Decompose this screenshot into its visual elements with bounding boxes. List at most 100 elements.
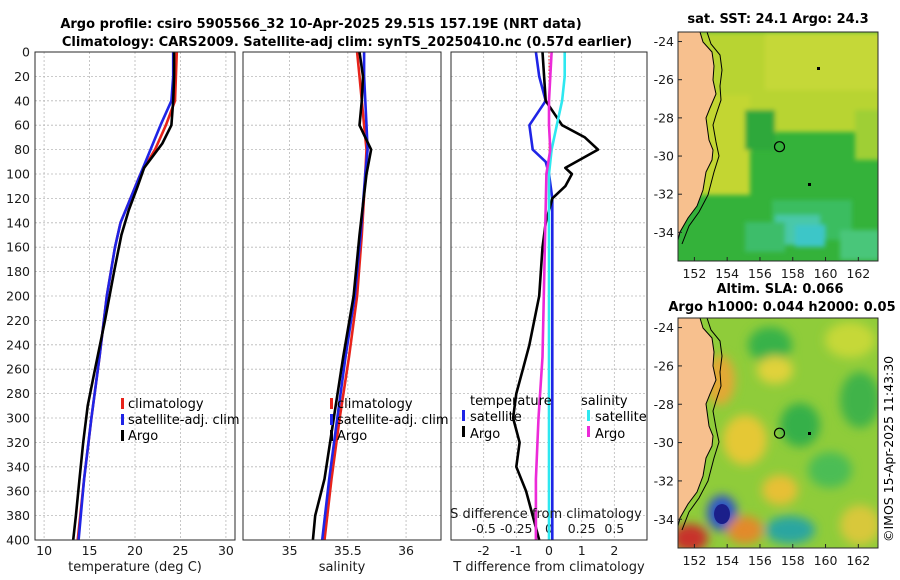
difference-xlabel-salinity: S difference from climatology (450, 507, 642, 522)
series-line-argo (71, 52, 176, 541)
figure-title-line2: Climatology: CARS2009. Satellite-adj cli… (62, 35, 632, 50)
sla-coastline (678, 318, 717, 527)
depth-tick-label: 260 (6, 362, 30, 377)
map-lon-tick-label: 158 (781, 553, 805, 568)
depth-tick-label: 220 (6, 313, 30, 328)
map-lon-tick-label: 158 (781, 266, 805, 281)
map-lat-tick-label: -34 (654, 225, 674, 240)
salinity-diff-tick-label: -0.5 (471, 521, 495, 536)
sla-map-title: Altim. SLA: 0.066 (717, 282, 844, 297)
legend-swatch-satellite (330, 414, 333, 425)
depth-tick-label: 100 (6, 167, 30, 182)
map-lon-tick-label: 152 (682, 553, 706, 568)
legend-swatch-satellite (121, 414, 124, 425)
x-tick-label: 0 (545, 543, 553, 558)
depth-tick-label: 360 (6, 484, 30, 499)
sst-coastline (678, 32, 717, 241)
depth-tick-label: 400 (6, 533, 30, 548)
legend-label-sal-satellite: satellite (595, 410, 647, 425)
legend-swatch-temp-argo (462, 426, 465, 437)
depth-tick-label: 320 (6, 435, 30, 450)
legend-swatch-sal-argo (587, 426, 590, 437)
map-lat-tick-label: -26 (654, 358, 674, 373)
depth-tick-label: 160 (6, 240, 30, 255)
depth-tick-label: 300 (6, 411, 30, 426)
map-lat-tick-label: -34 (654, 512, 674, 527)
difference-panel: -2 -1 0 1 2-0.5 -0.25 0 0.25 0.5 T difference fr… (450, 51, 648, 575)
temperature-xlabel: temperature (deg C) (68, 560, 202, 575)
temperature-axes-frame (34, 51, 236, 541)
difference-axes-frame (450, 51, 648, 541)
salinity-diff-tick-label: 0.5 (604, 521, 624, 536)
x-tick-label: 25 (173, 543, 189, 558)
legend-label-satellite: satellite-adj. clim (128, 413, 240, 428)
depth-tick-label: 280 (6, 386, 30, 401)
sla-map-subtitle: Argo h1000: 0.044 h2000: 0.05 (668, 300, 895, 315)
sla-isobath (681, 318, 723, 531)
x-tick-label: 1 (578, 543, 586, 558)
sla-land (678, 318, 716, 526)
sla-field (678, 322, 878, 548)
x-tick-label: 36 (398, 543, 414, 558)
map-lat-tick-label: -24 (654, 34, 674, 49)
legend-label-temp-argo: Argo (470, 427, 500, 442)
legend-swatch-argo (121, 430, 124, 441)
legend-label-satellite: satellite-adj. clim (337, 413, 449, 428)
salinity-axes-frame (242, 51, 442, 541)
depth-tick-label: 60 (14, 118, 30, 133)
sst-island-a (817, 67, 820, 70)
map-lon-tick-label: 160 (814, 266, 838, 281)
sst-argo-marker (773, 141, 786, 153)
map-lat-tick-label: -26 (654, 72, 674, 87)
sst-isobath (681, 32, 723, 245)
series-line-salinity-argo (534, 51, 553, 540)
depth-tick-label: 0 (22, 45, 30, 60)
legend-swatch-temp-satellite (462, 410, 465, 421)
depth-tick-label: 140 (6, 215, 30, 230)
depth-tick-label: 340 (6, 459, 30, 474)
x-tick-label: 10 (36, 543, 52, 558)
series-line-salinity-satellite (547, 52, 567, 540)
series-line-argo (311, 51, 373, 541)
difference-xlabel: T difference from climatology (452, 560, 645, 575)
map-lon-tick-label: 152 (682, 266, 706, 281)
depth-tick-label: 240 (6, 337, 30, 352)
depth-tick-label: 380 (6, 508, 30, 523)
legend-swatch-sal-satellite (587, 410, 590, 421)
map-lon-tick-label: 160 (814, 553, 838, 568)
salinity-panel: 35 35.5 36 salinity climatology satellite-… (242, 51, 449, 575)
sst-land (678, 32, 716, 240)
map-lon-tick-label: 154 (715, 266, 739, 281)
depth-tick-label: 180 (6, 264, 30, 279)
salinity-diff-tick-label: 0.25 (568, 521, 596, 536)
depth-tick-label: 120 (6, 191, 30, 206)
salinity-legend: climatology satellite-adj. clim Argo (330, 397, 449, 444)
x-tick-label: -2 (477, 543, 489, 558)
map-lat-tick-label: -28 (654, 110, 674, 125)
x-tick-label: 30 (218, 543, 234, 558)
series-line-temperature-argo (511, 51, 600, 541)
depth-tick-label: 40 (14, 93, 30, 108)
map-lon-tick-label: 162 (846, 553, 870, 568)
temperature-legend: climatology satellite-adj. clim Argo (121, 397, 240, 444)
sla-island (808, 432, 811, 435)
imos-timestamp: ©IMOS 15-Apr-2025 11:43:30 (881, 356, 896, 542)
legend-title-salinity: salinity (581, 394, 628, 409)
temperature-panel: 0 20 40 60 80 100 120 140 160 180 200 220 240 260 280 3… (6, 45, 239, 576)
depth-tick-label: 20 (14, 69, 30, 84)
map-lon-tick-label: 156 (748, 266, 772, 281)
series-line-temperature-satellite (528, 51, 554, 540)
sst-map-image (678, 32, 878, 261)
map-lon-tick-label: 162 (846, 266, 870, 281)
salinity-xlabel: salinity (319, 560, 366, 575)
sst-map-frame (677, 31, 879, 262)
sla-map-panel: Altim. SLA: 0.066 Argo h1000: 0.044 h200… (654, 282, 896, 568)
depth-tick-label: 200 (6, 289, 30, 304)
series-line-satellite-adj-clim (77, 52, 175, 541)
map-lat-tick-label: -32 (654, 473, 674, 488)
legend-title-temperature: temperature (470, 394, 552, 409)
legend-label-temp-satellite: satellite (470, 410, 522, 425)
map-lon-tick-label: 154 (715, 553, 739, 568)
sla-eddy-core (714, 504, 730, 524)
